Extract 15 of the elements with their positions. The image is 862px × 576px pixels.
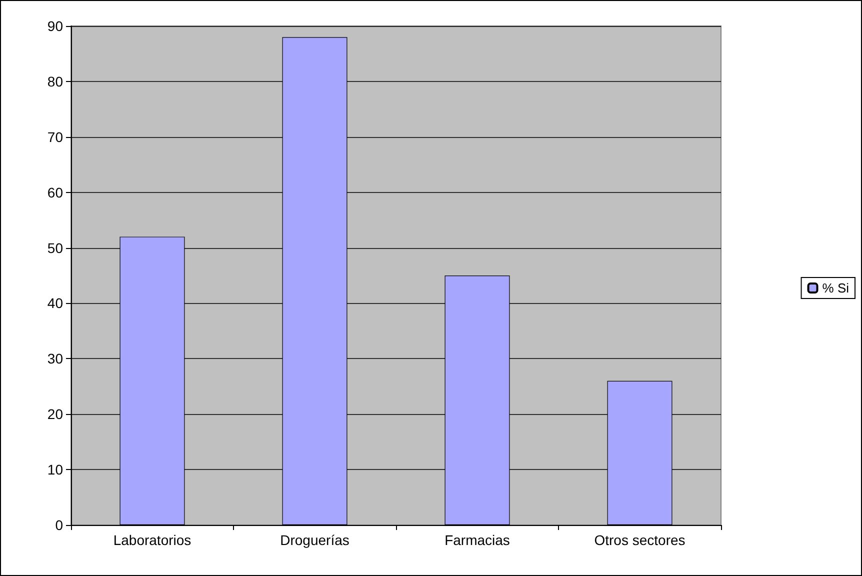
y-tick-label: 80: [47, 73, 64, 90]
y-tick-label: 30: [47, 350, 64, 367]
x-tick-label: Laboratorios: [113, 532, 192, 548]
y-tick-label: 20: [47, 406, 64, 422]
y-tick-label: 50: [47, 240, 64, 256]
y-tick-label: 0: [55, 517, 64, 533]
x-tick-label: Otros sectores: [594, 532, 686, 548]
y-tick-label: 70: [47, 128, 64, 145]
legend-label: % Si: [822, 280, 850, 296]
x-tick-label: Droguerías: [280, 532, 350, 548]
x-tick-label: Farmacias: [444, 532, 510, 548]
y-tick-label: 40: [47, 295, 64, 312]
y-tick-label: 10: [47, 462, 64, 478]
y-tick-label: 60: [47, 184, 64, 200]
y-tick-label: 90: [47, 18, 64, 34]
